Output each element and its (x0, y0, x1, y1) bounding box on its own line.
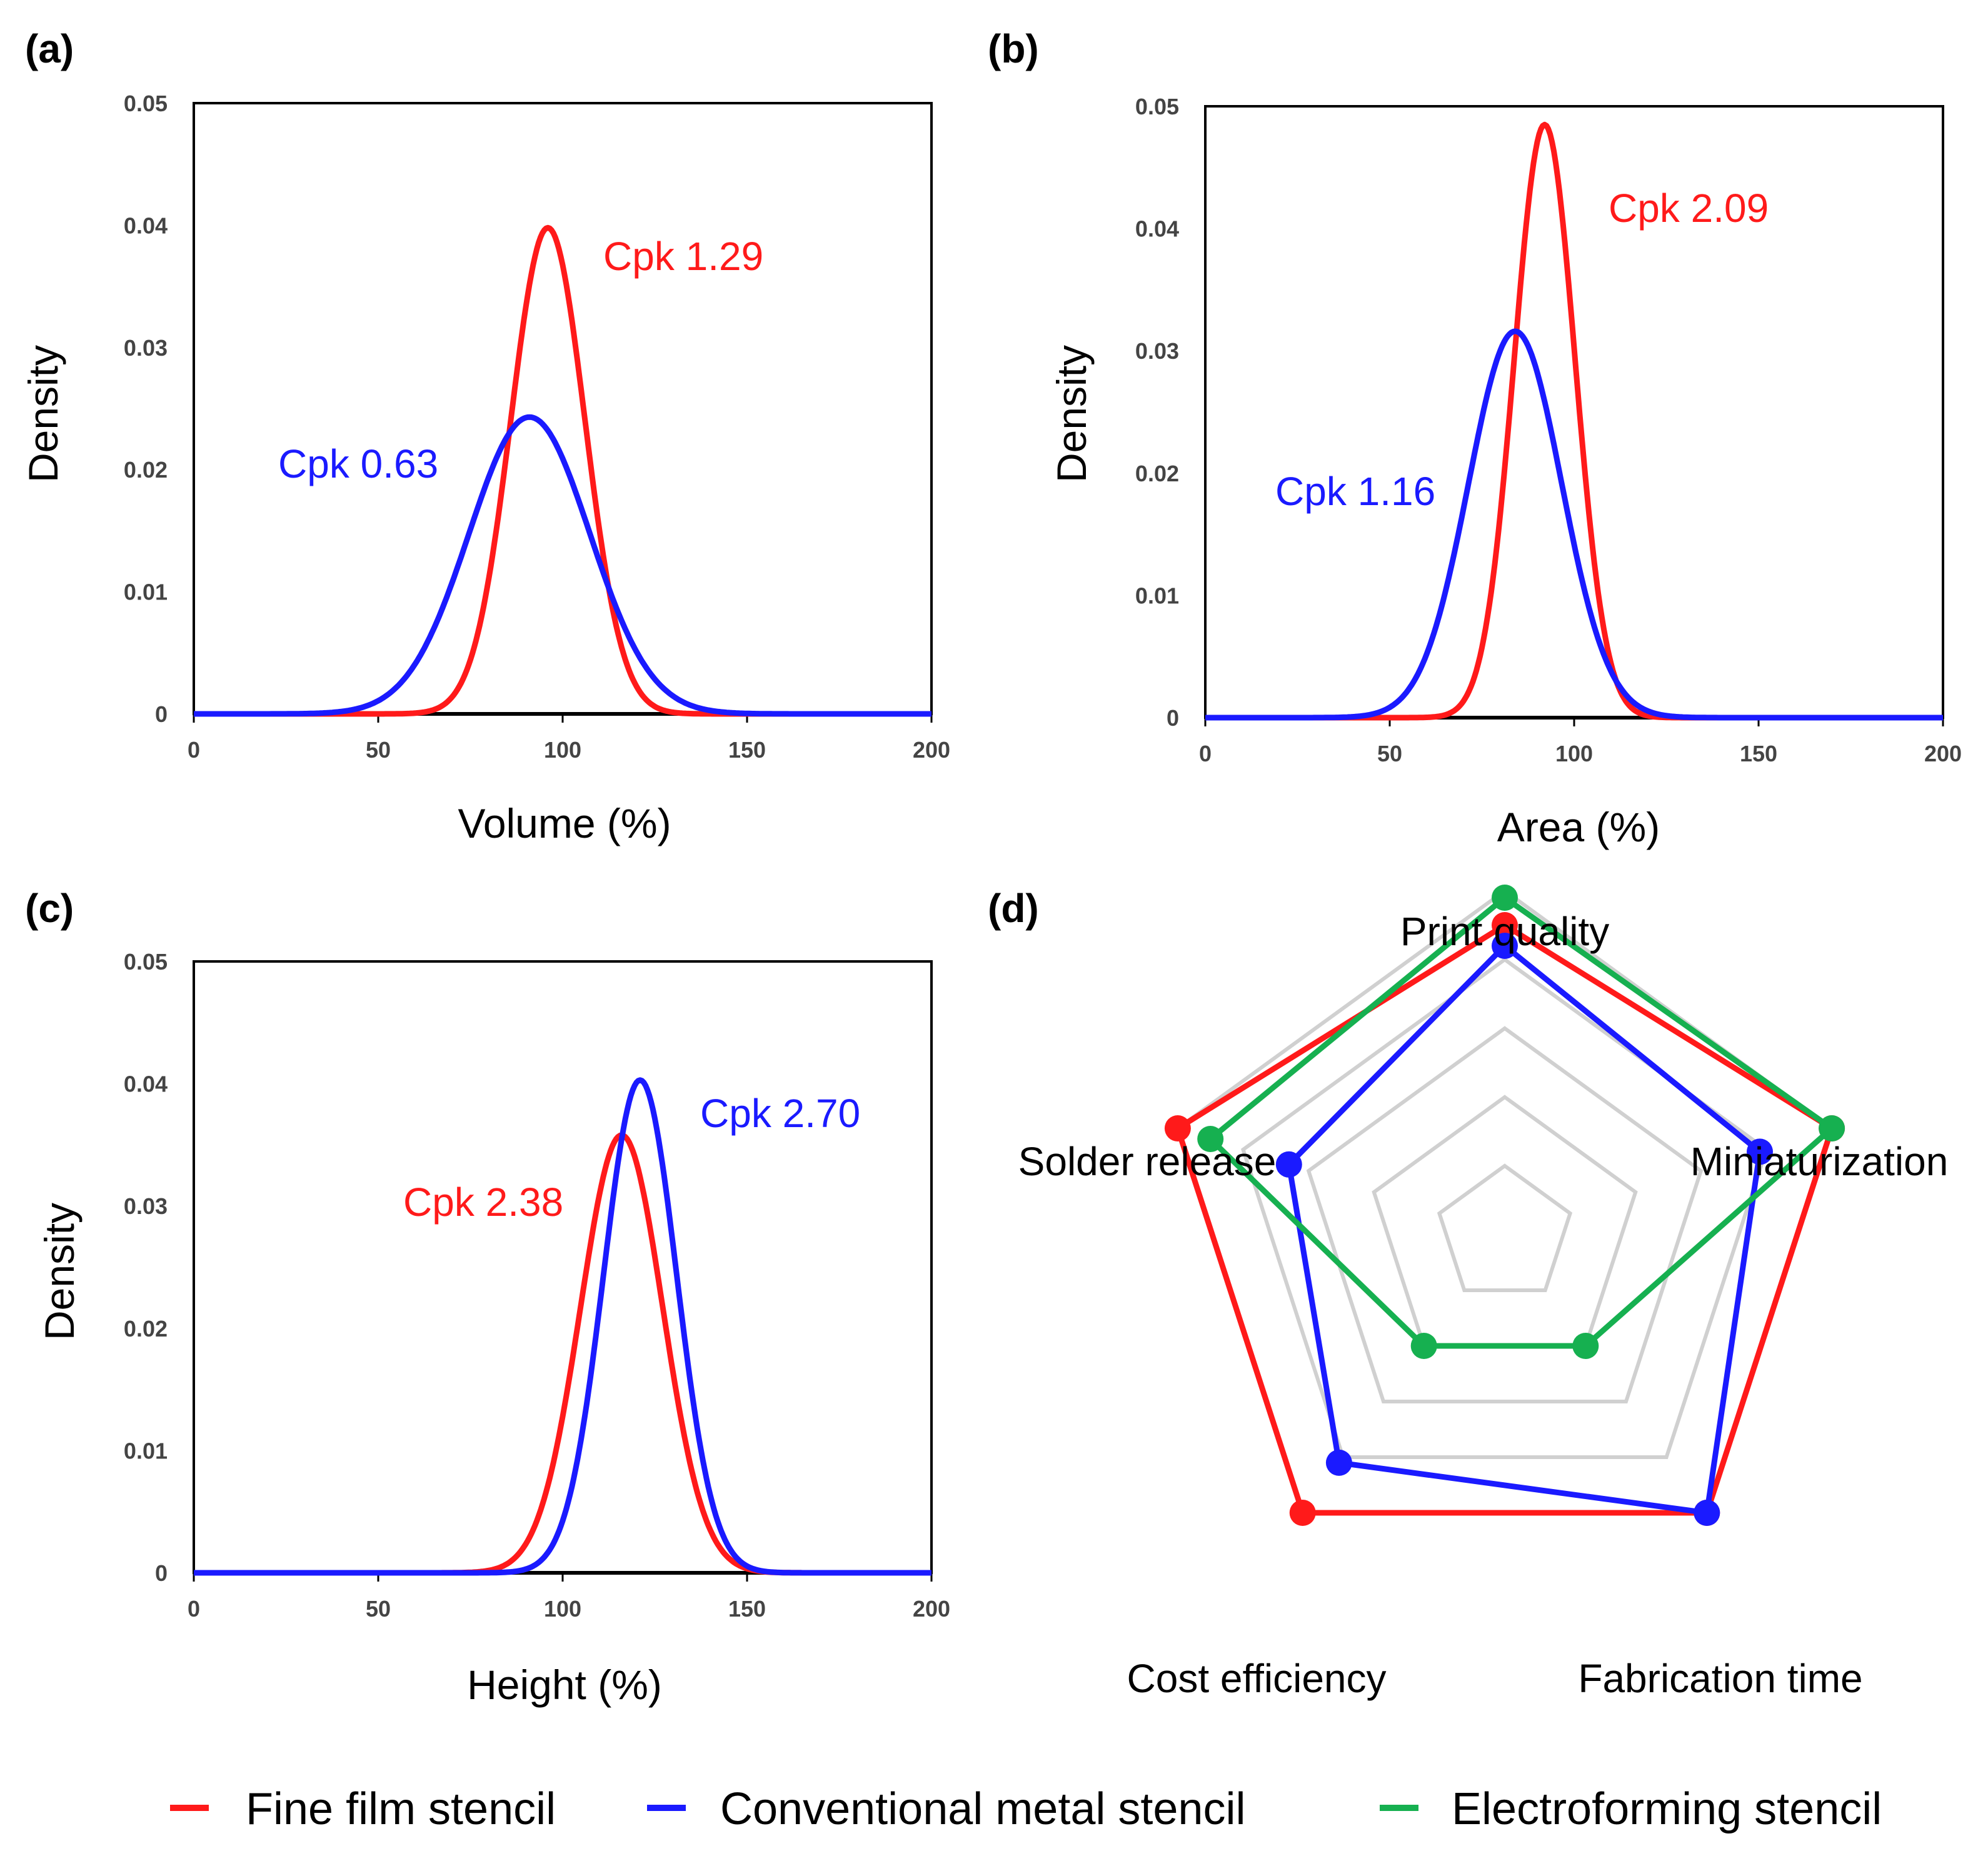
y-tick-label: 0.02 (124, 457, 168, 483)
y-tick-label: 0.05 (1135, 94, 1179, 119)
plot-frame-a (193, 102, 933, 715)
y-tick-label: 0.05 (124, 91, 168, 116)
radar-point-fine_film (1289, 1500, 1316, 1526)
series-line-conventional-c (193, 1077, 933, 1576)
y-tick-label: 0.02 (124, 1316, 168, 1342)
radar-axis-label: Solder release (1018, 1139, 1277, 1184)
radar-axis-label: Fabrication time (1578, 1656, 1862, 1701)
radar-point-conventional (1325, 1449, 1352, 1476)
radar-series-fine_film (1175, 922, 1835, 1516)
legend-label-conventional: Conventional metal stencil (720, 1784, 1245, 1834)
y-axis-title-a: Density (20, 345, 66, 483)
plot-a-lines (193, 224, 933, 717)
radar-point-electroforming (1197, 1126, 1224, 1152)
radar-point-conventional (1747, 1138, 1773, 1165)
radar-point-electroforming (1492, 885, 1518, 911)
y-tick-label: 0.05 (124, 949, 168, 975)
series-line-fine_film-b (1204, 121, 1944, 721)
x-tick-label: 0 (1199, 741, 1212, 766)
x-axis-title-c: Height (%) (467, 1662, 662, 1708)
radar-series-conventional (1286, 943, 1763, 1516)
x-tick-label: 200 (1924, 741, 1962, 766)
x-tick-label: 150 (1740, 741, 1777, 766)
y-axis-title-c: Density (36, 1203, 83, 1340)
radar-grid-ring (1437, 1163, 1573, 1292)
cpk-label-a-conventional: Cpk 0.63 (278, 441, 438, 486)
cpk-label-b-conventional: Cpk 1.16 (1275, 469, 1435, 514)
radar-point-electroforming (1572, 1333, 1599, 1359)
radar-grid-ring (1240, 957, 1769, 1459)
radar-point-fine_film (1492, 912, 1518, 938)
x-tick-label: 100 (544, 1596, 581, 1622)
x-tick-label: 50 (1377, 741, 1402, 766)
x-axis-title-b: Area (%) (1497, 804, 1660, 850)
y-tick-label: 0.04 (124, 1071, 168, 1097)
x-tick-label: 150 (728, 737, 766, 763)
radar-grid-ring (1306, 1026, 1704, 1403)
y-tick-label: 0.01 (1135, 583, 1179, 608)
panel-label-b: (b) (988, 26, 1039, 71)
panel-label-d: (d) (988, 886, 1039, 931)
x-tick-label: 150 (728, 1596, 766, 1622)
radar-point-electroforming (1819, 1115, 1845, 1141)
radar-axis-label: Cost efficiency (1127, 1656, 1387, 1701)
cpk-label-c-fine-film: Cpk 2.38 (403, 1180, 563, 1225)
y-tick-label: 0.04 (124, 213, 168, 238)
y-tick-label: 0 (1167, 705, 1179, 731)
y-tick-label: 0.04 (1135, 216, 1179, 242)
radar-point-electroforming (1410, 1333, 1437, 1359)
panel-a: (a) 0 50 100 150 200 0 0.01 0.02 0.03 0.04 0.05 Vo… (20, 26, 950, 846)
y-tick-label: 0.01 (124, 1438, 168, 1463)
x-tick-label: 100 (1555, 741, 1593, 766)
radar-point-conventional (1275, 1151, 1302, 1178)
legend-label-electroforming: Electroforming stencil (1452, 1784, 1882, 1834)
x-tick-label: 50 (366, 737, 391, 763)
radar-axis-label: Miniaturization (1690, 1139, 1949, 1184)
panel-label-c: (c) (25, 886, 74, 931)
cpk-label-c-conventional: Cpk 2.70 (700, 1091, 860, 1136)
plot-c-lines (193, 1077, 933, 1576)
series-line-conventional-b (1204, 328, 1944, 721)
radar-point-fine_film (1164, 1115, 1191, 1141)
plot-frame-c (193, 960, 933, 1574)
y-tick-label: 0.03 (1135, 338, 1179, 364)
y-tick-label: 0.03 (124, 1193, 168, 1219)
panel-c: (c) 0 50 100 150 200 0 0.01 0.02 0.03 0.04 0.05 He… (25, 886, 950, 1708)
radar-grid-ring (1372, 1095, 1638, 1348)
y-axis-title-b: Density (1048, 345, 1095, 483)
x-axis-title-a: Volume (%) (458, 800, 671, 846)
radar-labels: Print quality Miniaturization Fabrication … (1018, 909, 1949, 1701)
y-tick-label: 0 (155, 701, 168, 727)
x-tick-label: 200 (913, 1596, 950, 1622)
legend: Fine film stencil Conventional metal sten… (170, 1784, 1882, 1834)
plot-b-lines (1204, 121, 1944, 721)
panel-b: (b) 0 50 100 150 200 0 0.01 0.02 0.03 0.04 0.05 Ar… (988, 26, 1962, 850)
panel-label-a: (a) (25, 26, 74, 71)
x-tick-label: 0 (188, 1596, 200, 1622)
radar-point-conventional (1694, 1500, 1720, 1526)
cpk-label-b-fine-film: Cpk 2.09 (1609, 186, 1769, 231)
y-tick-label: 0.01 (124, 579, 168, 605)
plot-a-axes: 0 50 100 150 200 0 0.01 0.02 0.03 0.04 0.05 (124, 91, 950, 763)
x-tick-label: 200 (913, 737, 950, 763)
y-tick-label: 0 (155, 1560, 168, 1586)
legend-label-fine_film: Fine film stencil (246, 1784, 556, 1834)
radar-axis-label: Print quality (1400, 909, 1609, 954)
x-tick-label: 50 (366, 1596, 391, 1622)
panel-d: (d) Print quality Miniaturization Fabricat… (988, 885, 1948, 1701)
plot-frame-b (1204, 105, 1944, 719)
radar-point-conventional (1492, 933, 1518, 959)
radar-series-electroforming (1207, 895, 1835, 1349)
y-tick-label: 0.03 (124, 335, 168, 361)
y-tick-label: 0.02 (1135, 461, 1179, 486)
series-line-conventional-a (193, 414, 933, 717)
radar-series (1164, 885, 1845, 1526)
cpk-label-a-fine-film: Cpk 1.29 (603, 234, 763, 279)
x-tick-label: 100 (544, 737, 581, 763)
x-tick-label: 0 (188, 737, 200, 763)
